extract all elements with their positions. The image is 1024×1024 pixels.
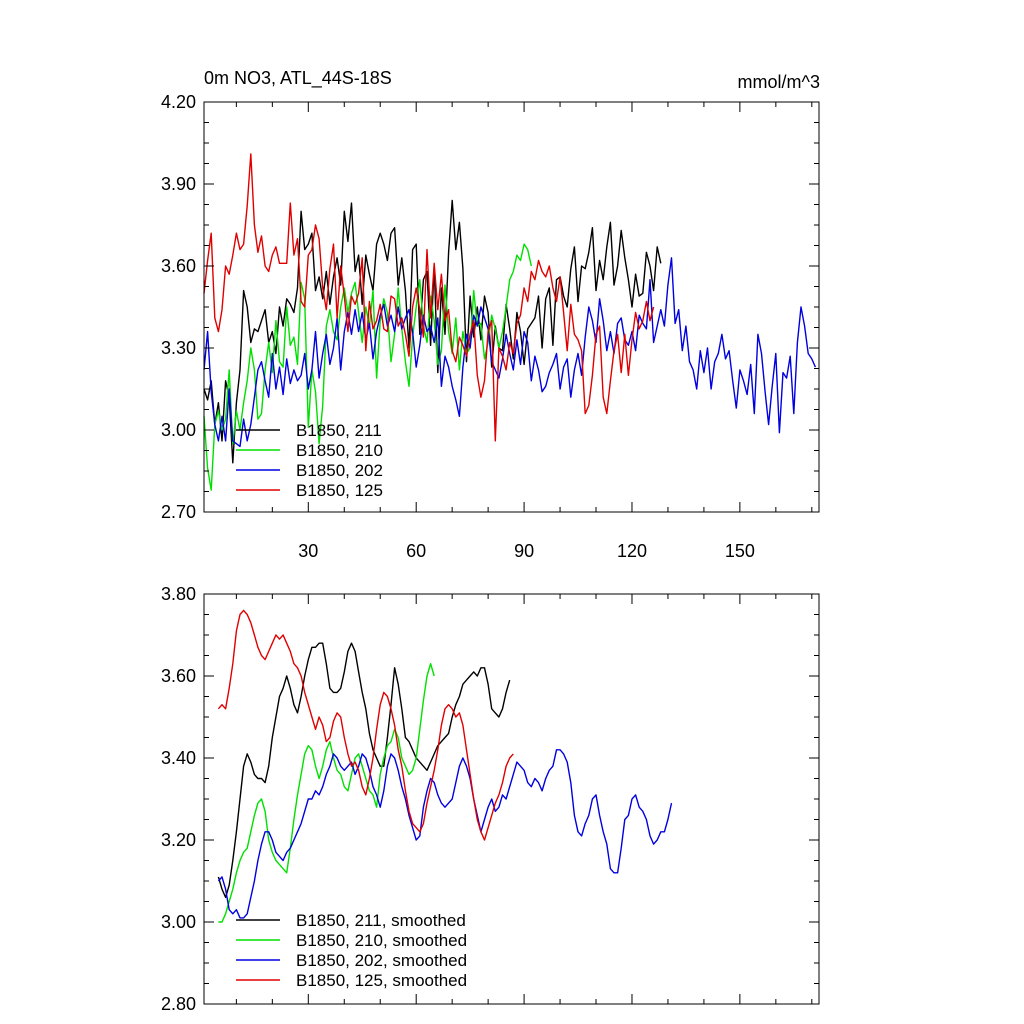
top-chart-units: mmol/m^3 bbox=[738, 72, 820, 92]
legend-label: B1850, 202 bbox=[296, 461, 383, 480]
x-tick-label: 150 bbox=[725, 541, 755, 561]
legend-label: B1850, 125, smoothed bbox=[296, 971, 467, 990]
x-tick-label: 120 bbox=[617, 541, 647, 561]
series-line-3 bbox=[203, 153, 655, 442]
series-line-0 bbox=[217, 642, 511, 899]
x-tick-label: 60 bbox=[406, 541, 426, 561]
y-tick-label: 3.90 bbox=[161, 174, 196, 194]
series-line-2 bbox=[203, 257, 817, 448]
y-tick-label: 3.80 bbox=[161, 584, 196, 604]
top-plot-frame bbox=[203, 101, 820, 513]
y-tick-label: 2.70 bbox=[161, 502, 196, 522]
y-tick-label: 2.80 bbox=[161, 994, 196, 1014]
y-tick-label: 4.20 bbox=[161, 92, 196, 112]
legend-label: B1850, 211, smoothed bbox=[296, 911, 466, 930]
x-tick-label: 90 bbox=[514, 541, 534, 561]
x-tick-label: 30 bbox=[298, 541, 318, 561]
series-line-3 bbox=[217, 609, 514, 841]
series-line-1 bbox=[218, 663, 435, 923]
y-tick-label: 3.30 bbox=[161, 338, 196, 358]
top-panel: 0m NO3, ATL_44S-18S mmol/m^3 2.70 3.00 3.3… bbox=[161, 68, 820, 561]
legend-label: B1850, 210, smoothed bbox=[296, 931, 467, 950]
y-tick-label: 3.00 bbox=[161, 420, 196, 440]
y-tick-label: 3.20 bbox=[161, 830, 196, 850]
legend-label: B1850, 202, smoothed bbox=[296, 951, 467, 970]
y-tick-label: 3.40 bbox=[161, 748, 196, 768]
y-tick-label: 3.60 bbox=[161, 256, 196, 276]
legend-label: B1850, 125 bbox=[296, 481, 383, 500]
y-tick-label: 3.60 bbox=[161, 666, 196, 686]
legend-label: B1850, 211 bbox=[296, 421, 382, 440]
series-line-2 bbox=[217, 749, 673, 919]
top-chart-title: 0m NO3, ATL_44S-18S bbox=[204, 68, 392, 89]
y-tick-label: 3.00 bbox=[161, 912, 196, 932]
bottom-plot-frame bbox=[203, 593, 820, 1005]
legend-label: B1850, 210 bbox=[296, 441, 383, 460]
bottom-panel: 2.80 3.00 3.20 3.40 3.60 3.80 B1850, 211, smo… bbox=[161, 584, 820, 1014]
